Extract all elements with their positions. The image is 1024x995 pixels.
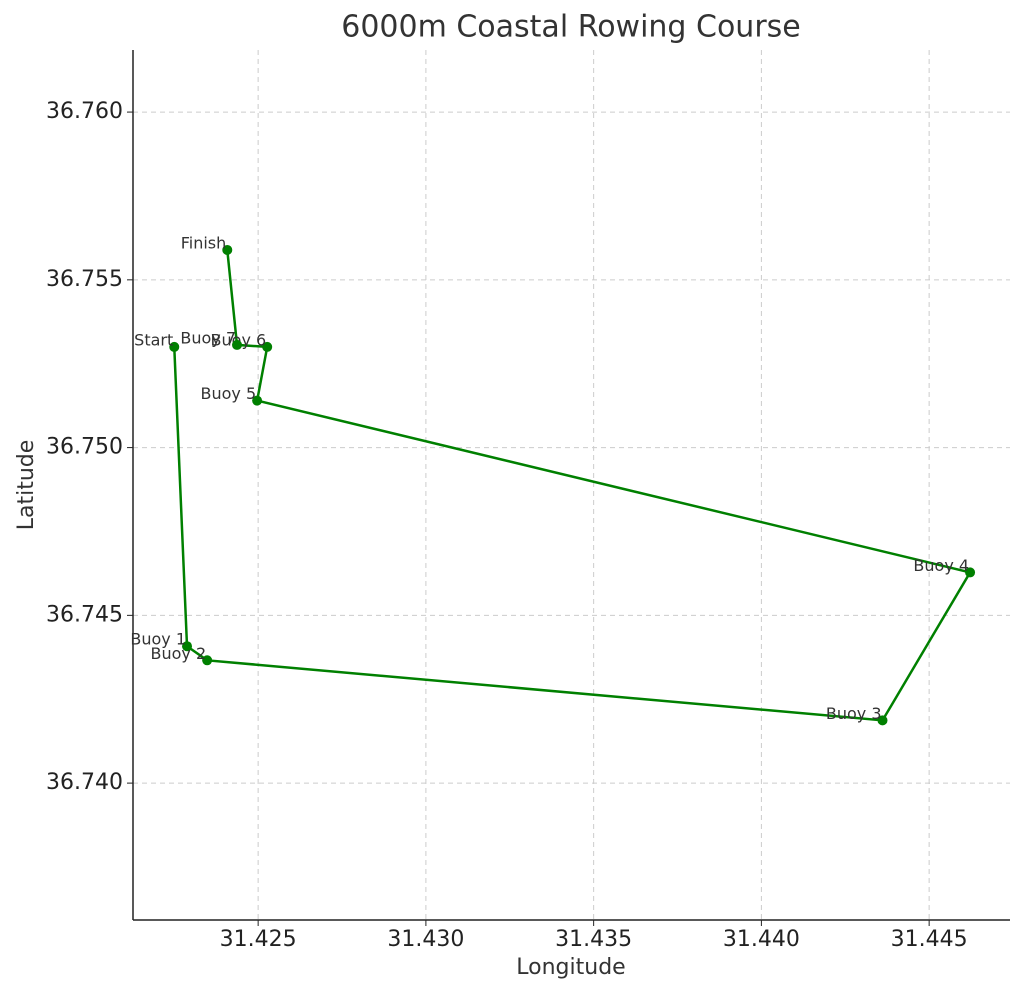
course-line — [173, 249, 973, 722]
chart-title: 6000m Coastal Rowing Course — [341, 10, 801, 45]
y-tick-label: 36.740 — [46, 770, 123, 795]
y-tick-label: 36.755 — [46, 267, 123, 292]
x-tick-label: 31.425 — [220, 927, 297, 952]
point-label: Buoy 1 — [130, 630, 186, 649]
x-tick-label: 31.430 — [387, 927, 464, 952]
point-label: Buoy 4 — [913, 556, 969, 575]
point-label: Buoy 3 — [826, 704, 882, 723]
course-point — [182, 641, 193, 652]
point-label: Finish — [181, 233, 227, 252]
y-tick-label: 36.745 — [46, 602, 123, 627]
point-label: Buoy 5 — [200, 384, 256, 403]
course-point — [202, 655, 213, 666]
course-point — [877, 715, 888, 726]
y-tick-label: 36.750 — [46, 435, 123, 460]
course-point — [965, 567, 976, 578]
point-label: Buoy 2 — [151, 644, 207, 663]
x-axis-label: Longitude — [516, 955, 625, 980]
y-tick-label: 36.760 — [46, 99, 123, 124]
x-tick-label: 31.445 — [891, 927, 968, 952]
course-point — [222, 244, 233, 255]
course-point — [252, 395, 263, 406]
x-tick-label: 31.435 — [555, 927, 632, 952]
point-label: Buoy 6 — [211, 330, 267, 349]
x-tick-label: 31.440 — [723, 927, 800, 952]
course-point — [262, 341, 273, 352]
y-axis-label: Latitude — [14, 440, 39, 531]
point-label: Start — [134, 330, 173, 349]
point-label: Buoy 7 — [180, 328, 236, 347]
course-point — [232, 339, 243, 350]
course-point — [169, 341, 180, 352]
